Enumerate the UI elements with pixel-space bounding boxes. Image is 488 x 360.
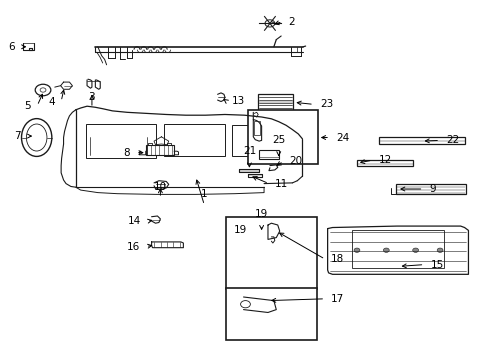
Bar — [232, 125, 285, 156]
Bar — [248, 110, 317, 164]
Bar — [145, 145, 174, 155]
Text: 10: 10 — [154, 181, 166, 192]
Bar — [259, 150, 278, 159]
Text: 7: 7 — [14, 131, 21, 141]
Text: 4: 4 — [48, 96, 55, 107]
Text: 8: 8 — [123, 148, 130, 158]
Text: 19: 19 — [254, 208, 268, 219]
Text: 23: 23 — [319, 99, 332, 109]
Text: 21: 21 — [242, 146, 256, 156]
Ellipse shape — [21, 119, 52, 157]
Text: 25: 25 — [271, 135, 285, 145]
Text: 12: 12 — [378, 155, 391, 165]
Bar — [395, 184, 465, 194]
Bar — [163, 124, 224, 156]
Bar — [351, 230, 443, 268]
Circle shape — [436, 248, 442, 252]
Text: 13: 13 — [231, 96, 244, 106]
Text: 17: 17 — [330, 294, 344, 304]
Bar — [225, 217, 316, 289]
Text: 9: 9 — [428, 184, 435, 194]
Text: 11: 11 — [274, 179, 287, 189]
Bar — [378, 137, 464, 144]
Text: 16: 16 — [126, 242, 140, 252]
Text: 14: 14 — [127, 216, 141, 226]
Text: 5: 5 — [24, 101, 31, 111]
Bar — [254, 121, 260, 135]
Circle shape — [412, 248, 418, 252]
Bar — [85, 124, 156, 158]
Circle shape — [383, 248, 388, 252]
Text: 3: 3 — [88, 91, 95, 102]
Circle shape — [353, 248, 359, 252]
Text: 19: 19 — [233, 225, 246, 235]
Bar — [356, 160, 412, 166]
Bar — [225, 288, 316, 340]
Bar — [258, 94, 293, 111]
Text: 18: 18 — [330, 254, 344, 264]
Text: 20: 20 — [289, 156, 302, 166]
Text: 15: 15 — [429, 260, 443, 270]
Text: 6: 6 — [8, 42, 15, 52]
Text: 22: 22 — [445, 135, 458, 145]
Text: 2: 2 — [288, 17, 295, 27]
Text: 24: 24 — [335, 132, 348, 143]
Circle shape — [35, 84, 51, 96]
Text: 1: 1 — [201, 189, 207, 199]
Circle shape — [264, 20, 274, 27]
